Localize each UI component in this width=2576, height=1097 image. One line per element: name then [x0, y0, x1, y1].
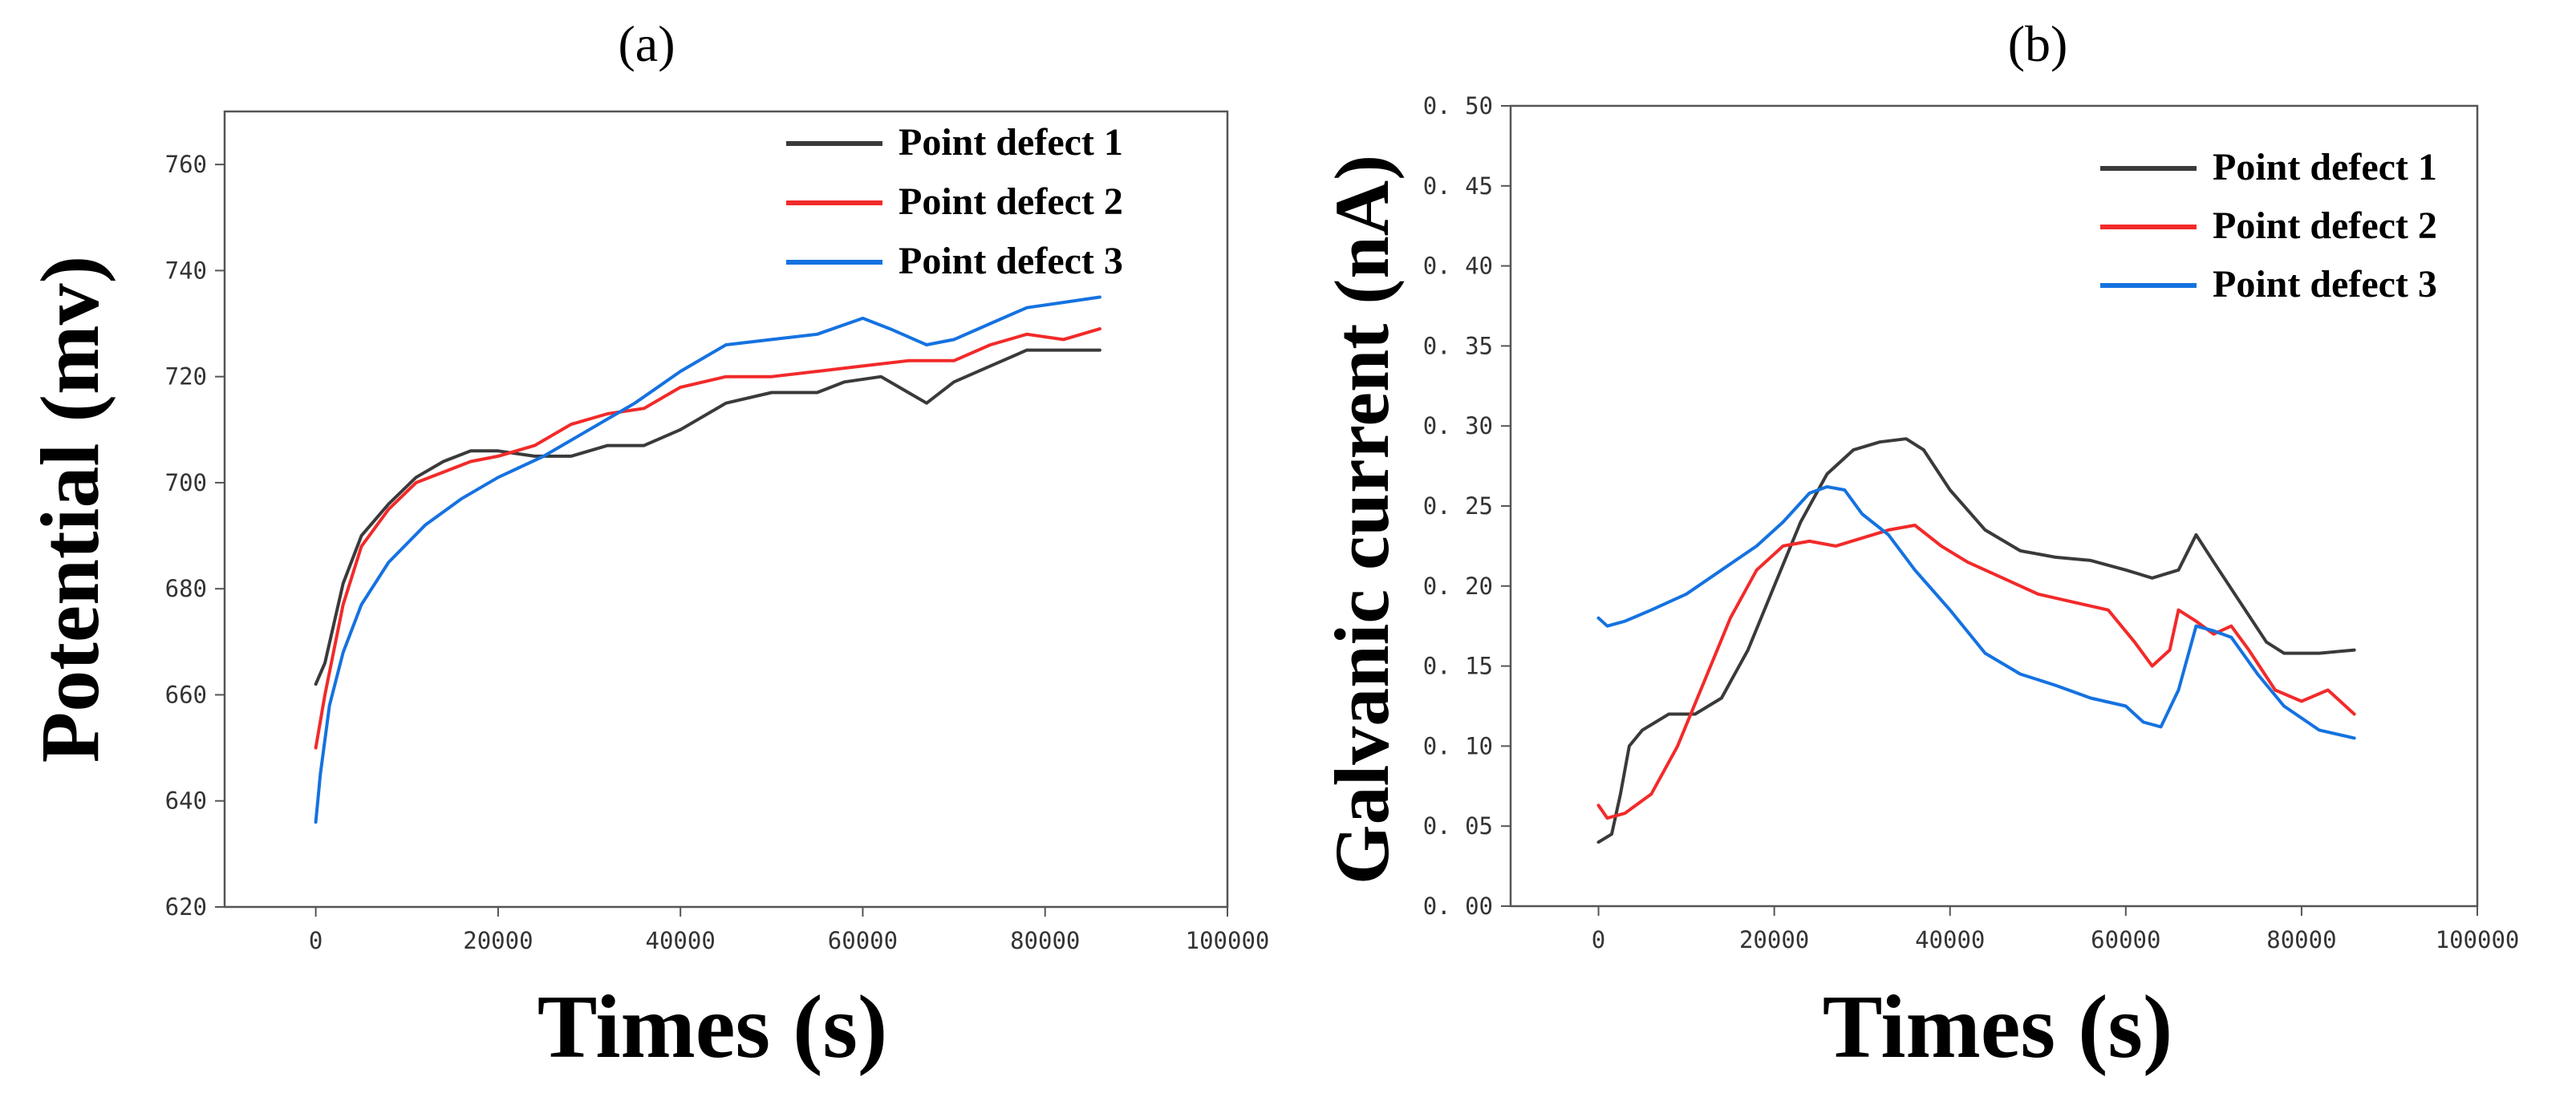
panel-b-legend: Point defect 1 Point defect 2 Point defect…: [2100, 146, 2437, 306]
panel-a-y-axis-title: Potential (mv): [24, 256, 116, 763]
panel-a-legend: Point defect 1 Point defect 2 Point defect…: [786, 121, 1123, 282]
panel-a-y-tick-label: 700: [165, 469, 207, 496]
panel-a-y-tick-label: 680: [165, 575, 207, 602]
panel-b-x-tick-label: 60000: [2091, 926, 2160, 953]
panel-a-x-tick-label: 0: [309, 927, 323, 954]
panel-b-x-tick-label: 100000: [2436, 926, 2520, 953]
panel-b-x-tick-label: 20000: [1739, 926, 1809, 953]
panel-a-legend-label-3: Point defect 3: [899, 240, 1123, 282]
panel-a-x-tick-label: 100000: [1186, 927, 1270, 954]
panel-b-legend-label-1: Point defect 1: [2213, 146, 2437, 188]
panel-a-legend-label-2: Point defect 2: [899, 180, 1123, 223]
panel-b-y-tick-label: 0. 20: [1423, 573, 1493, 600]
panel-a-y-tick-label: 620: [165, 893, 207, 921]
panel-b-x-tick-label: 40000: [1915, 926, 1985, 953]
panel-b-series: [1596, 437, 2356, 844]
panel-b-y-tick-label: 0. 05: [1423, 812, 1493, 840]
panel-b-y-ticks: 0. 00 0. 05 0. 10 0. 15 0. 20 0. 25 0. 30 0. 35…: [1423, 92, 1511, 920]
panel-a-plot-frame: [223, 110, 1229, 909]
panel-a-y-ticks: 620 640 660 680 700 720 740 760: [165, 151, 225, 921]
panel-b-x-tick-label: 80000: [2266, 926, 2336, 953]
panel-b-y-tick-label: 0. 45: [1423, 172, 1493, 200]
panel-a-x-tick-label: 20000: [463, 927, 533, 954]
panel-a-series-line-3: [314, 295, 1101, 824]
panel-a-series-line-1: [314, 348, 1101, 686]
panel-b-series-line-2: [1596, 524, 2356, 820]
panel-b-y-tick-label: 0. 35: [1423, 332, 1493, 359]
panel-b-y-tick-label: 0. 40: [1423, 253, 1493, 280]
panel-a-x-tick-label: 80000: [1010, 927, 1080, 954]
panel-a-y-tick-label: 760: [165, 151, 207, 178]
panel-a-label: (a): [618, 15, 675, 72]
panel-b-legend-label-2: Point defect 2: [2213, 204, 2437, 247]
panel-a-y-tick-label: 720: [165, 363, 207, 391]
panel-b: (b) 0. 000. 050. 100. 150. 200. 250. 300…: [1319, 15, 2519, 1077]
panel-a-x-tick-label: 60000: [828, 927, 898, 954]
panel-a-series: [314, 295, 1101, 824]
panel-b-series-line-1: [1596, 437, 2356, 844]
panel-b-y-tick-label: 0. 10: [1423, 732, 1493, 759]
panel-b-x-axis-title: Times (s): [1823, 978, 2173, 1077]
panel-a-x-tick-label: 40000: [646, 927, 716, 954]
panel-a-x-axis-title: Times (s): [538, 978, 888, 1077]
panel-b-series-line-3: [1596, 485, 2356, 740]
panel-b-y-tick-label: 0. 15: [1423, 653, 1493, 680]
panel-a-y-tick-label: 640: [165, 787, 207, 815]
panel-a-y-tick-label: 660: [165, 681, 207, 708]
panel-b-y-tick-label: 0. 00: [1423, 893, 1493, 920]
panel-b-y-axis-title: Galvanic current (nA): [1319, 155, 1405, 884]
panel-b-y-tick-label: 0. 30: [1423, 412, 1493, 439]
panel-a-series-line-2: [314, 327, 1101, 750]
panel-a: (a) 620 640 660 680 700 720 740 760 0 20000 40000…: [24, 15, 1269, 1077]
panel-b-legend-label-3: Point defect 3: [2213, 263, 2437, 306]
panel-b-x-tick-label: 0: [1592, 926, 1605, 953]
panel-b-y-tick-label: 0. 50: [1423, 92, 1493, 119]
panel-a-y-tick-label: 740: [165, 257, 207, 284]
panel-a-x-ticks: 0 20000 40000 60000 80000 100000: [309, 907, 1269, 954]
panel-b-label: (b): [2008, 15, 2068, 72]
panel-b-x-ticks: 0 20000 40000 60000 80000 100000: [1592, 906, 2520, 953]
panel-a-legend-label-1: Point defect 1: [899, 121, 1123, 164]
panel-b-y-tick-label: 0. 25: [1423, 492, 1493, 520]
